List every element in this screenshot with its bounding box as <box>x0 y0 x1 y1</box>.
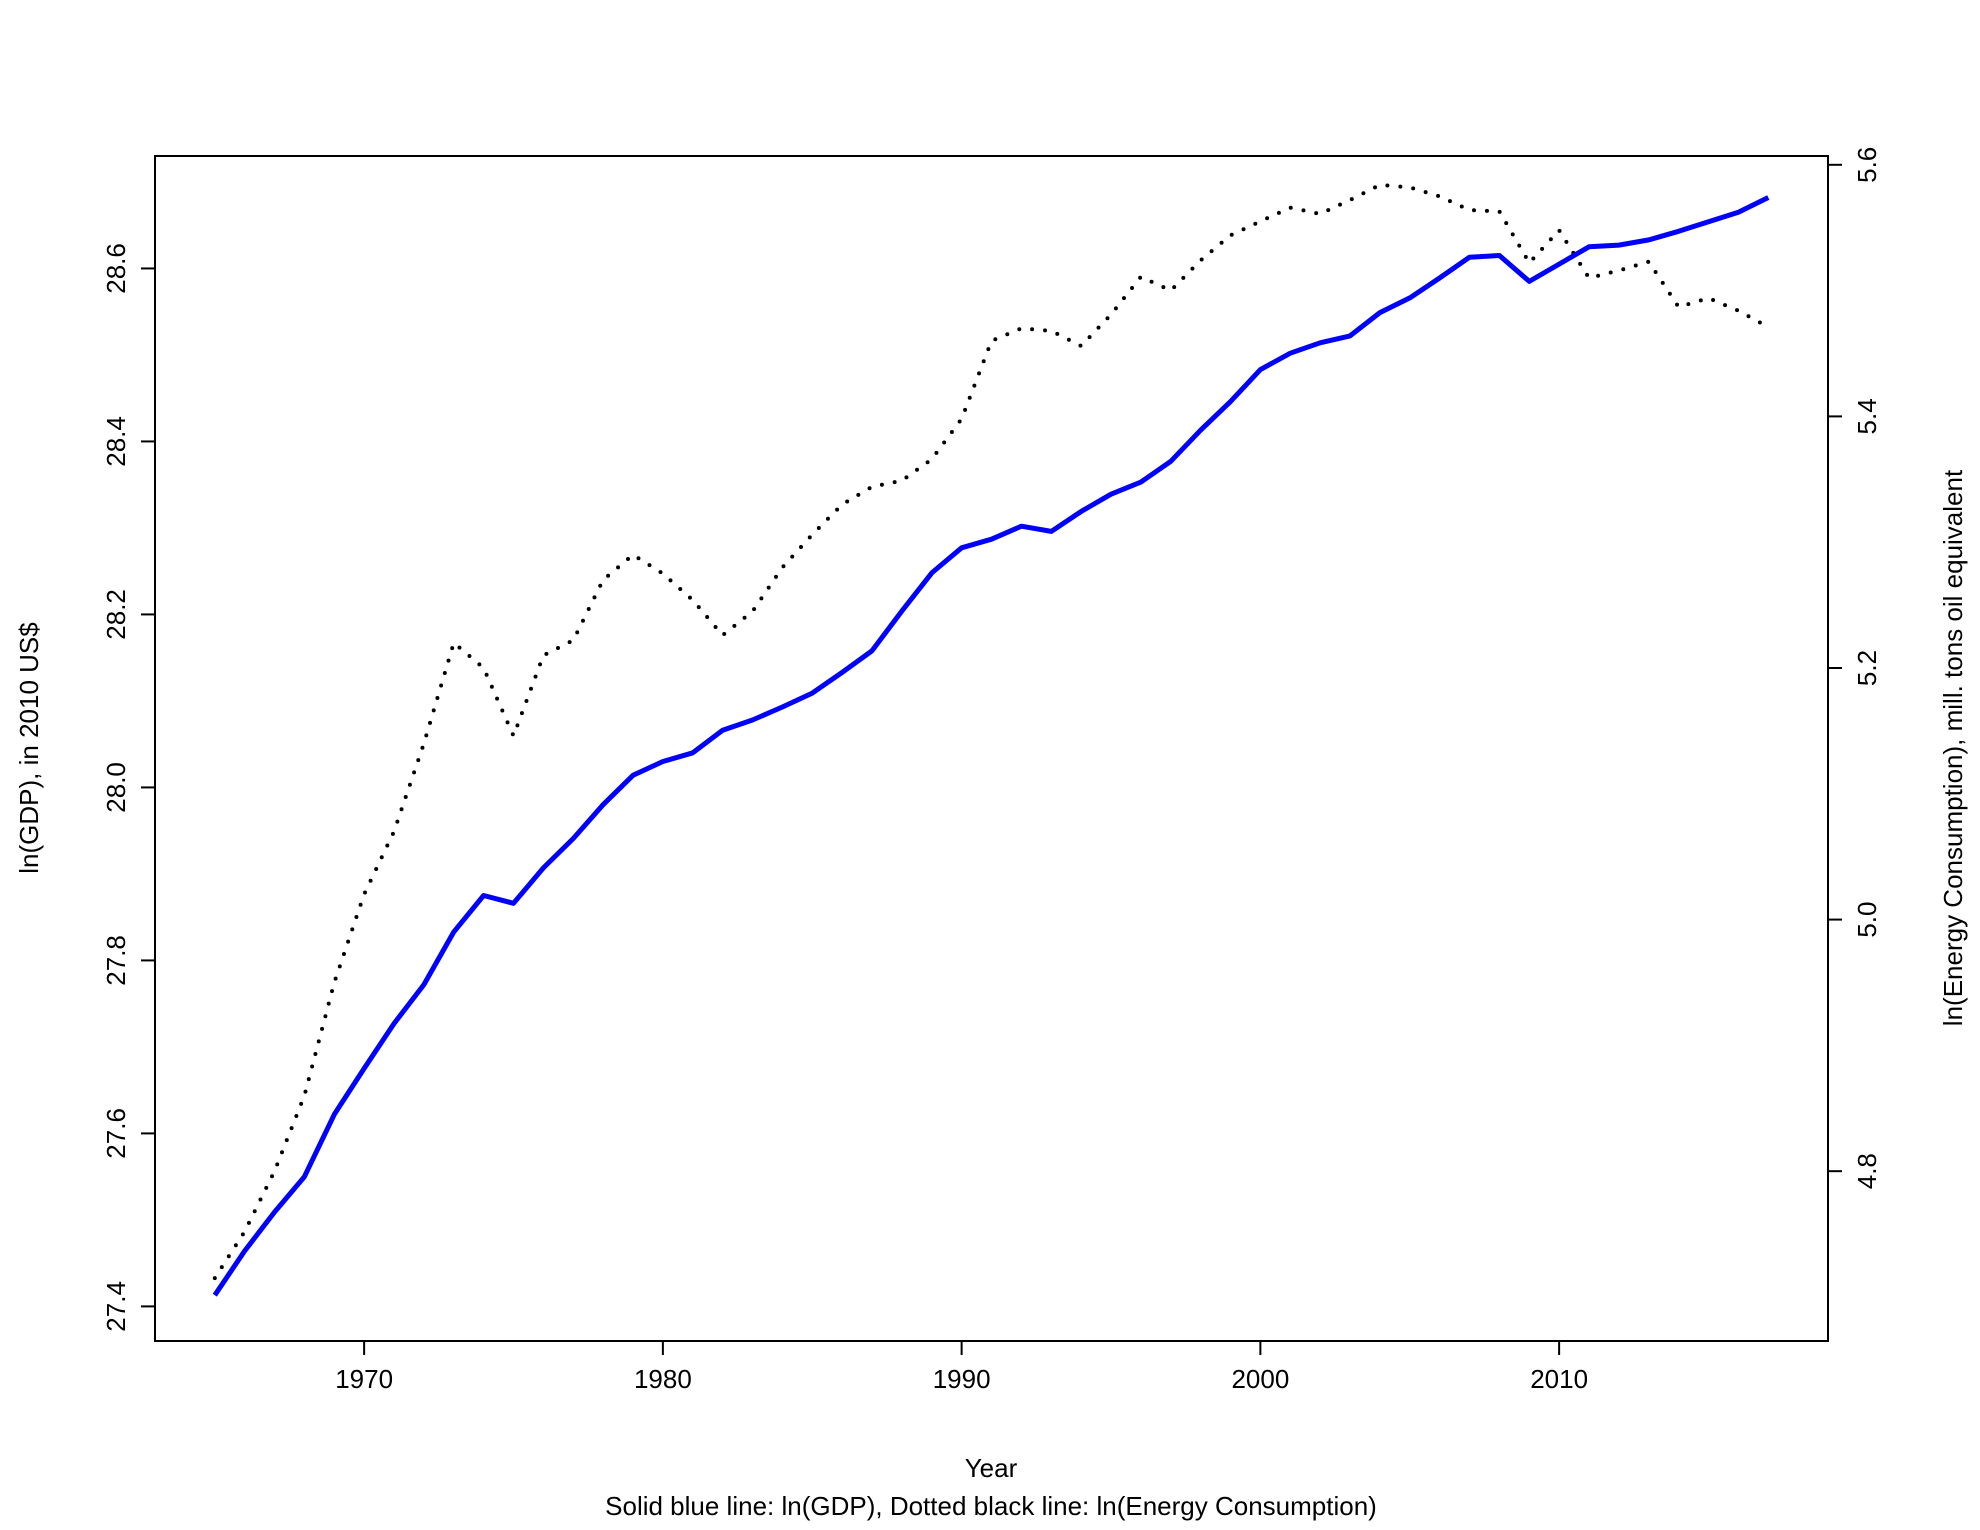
y-right-tick-label: 5.4 <box>1852 398 1882 434</box>
x-tick-label: 1970 <box>335 1364 393 1394</box>
plot-frame <box>154 155 1829 1342</box>
energy-consumption-line <box>212 182 1771 1281</box>
y-right-tick-label: 4.8 <box>1852 1153 1882 1189</box>
x-axis: 1970 1980 1990 2000 2010 <box>335 1340 1588 1394</box>
x-tick-label: 1990 <box>933 1364 991 1394</box>
x-tick-label: 1980 <box>634 1364 692 1394</box>
x-tick-label: 2010 <box>1530 1364 1588 1394</box>
y-axis-left: 27.4 27.6 27.8 28.0 28.2 28.4 28.6 <box>101 243 156 1332</box>
y-axis-right-title: ln(Energy Consumption), mill. tons oil e… <box>1938 469 1968 1026</box>
y-left-tick-label: 27.4 <box>101 1281 131 1332</box>
y-left-tick-label: 28.2 <box>101 589 131 640</box>
y-axis-right: 4.8 5.0 5.2 5.4 5.6 <box>1827 147 1882 1189</box>
y-axis-left-title: ln(GDP), in 2010 US$ <box>14 622 44 874</box>
chart-caption: Solid blue line: ln(GDP), Dotted black l… <box>605 1491 1377 1521</box>
gdp-line <box>212 195 1770 1297</box>
y-right-tick-label: 5.2 <box>1852 650 1882 686</box>
x-axis-title: Year <box>965 1453 1018 1483</box>
y-left-tick-label: 28.4 <box>101 416 131 467</box>
y-left-tick-label: 28.0 <box>101 762 131 813</box>
y-left-tick-label: 27.6 <box>101 1108 131 1159</box>
x-tick-label: 2000 <box>1231 1364 1289 1394</box>
y-left-tick-label: 28.6 <box>101 243 131 294</box>
y-left-tick-label: 27.8 <box>101 935 131 986</box>
y-right-tick-label: 5.6 <box>1852 147 1882 183</box>
y-right-tick-label: 5.0 <box>1852 902 1882 938</box>
